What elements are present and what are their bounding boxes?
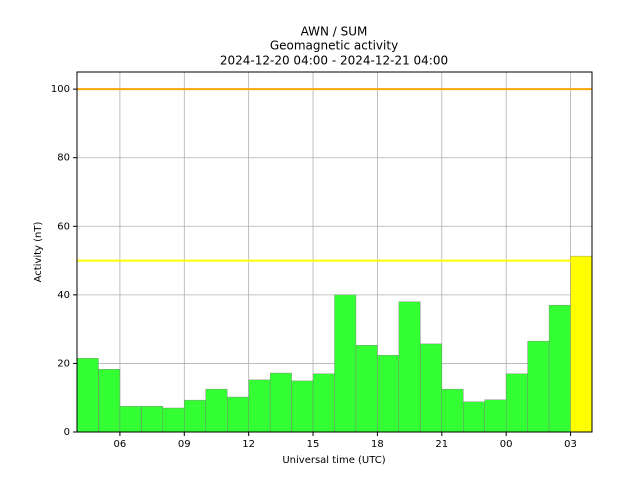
bar (291, 380, 314, 433)
chart-title: AWN / SUM (301, 25, 368, 39)
y-axis-label: Activity (nT) (33, 221, 44, 282)
bar (76, 358, 99, 433)
chart-subtitle: Geomagnetic activity (270, 39, 398, 53)
y-tick-label: 60 (57, 221, 70, 232)
bar (205, 388, 228, 433)
bar (119, 406, 142, 433)
y-tick-label: 100 (51, 84, 70, 95)
bar (484, 399, 507, 433)
bar (162, 407, 185, 433)
y-tick-label: 0 (64, 427, 70, 438)
bar (227, 396, 249, 433)
bar (377, 355, 400, 433)
bar (548, 304, 571, 433)
bar (269, 372, 292, 433)
bar (441, 388, 464, 433)
x-tick-label: 03 (564, 439, 577, 450)
x-axis-label: Universal time (UTC) (282, 455, 385, 466)
x-tick-label: 09 (178, 439, 191, 450)
bar (527, 340, 550, 433)
bar (420, 343, 442, 433)
x-tick-label: 21 (435, 439, 448, 450)
bar (184, 399, 206, 433)
y-tick-label: 20 (57, 358, 70, 369)
bar (398, 301, 421, 433)
x-tick-label: 18 (371, 439, 384, 450)
bar (355, 345, 378, 433)
bar (505, 373, 528, 433)
bar (98, 369, 121, 433)
plot-frame (76, 71, 593, 433)
x-tick-label: 06 (114, 439, 127, 450)
y-tick-label: 80 (57, 153, 70, 164)
x-tick-label: 15 (307, 439, 320, 450)
bar (334, 294, 357, 433)
bar (248, 379, 271, 433)
bar (463, 401, 485, 433)
chart-period: 2024-12-20 04:00 - 2024-12-21 04:00 (220, 54, 448, 68)
bar (312, 373, 335, 433)
x-tick-label: 00 (500, 439, 513, 450)
bar (141, 406, 164, 433)
x-tick-label: 12 (242, 439, 255, 450)
bar (570, 255, 593, 433)
y-tick-label: 40 (57, 290, 70, 301)
